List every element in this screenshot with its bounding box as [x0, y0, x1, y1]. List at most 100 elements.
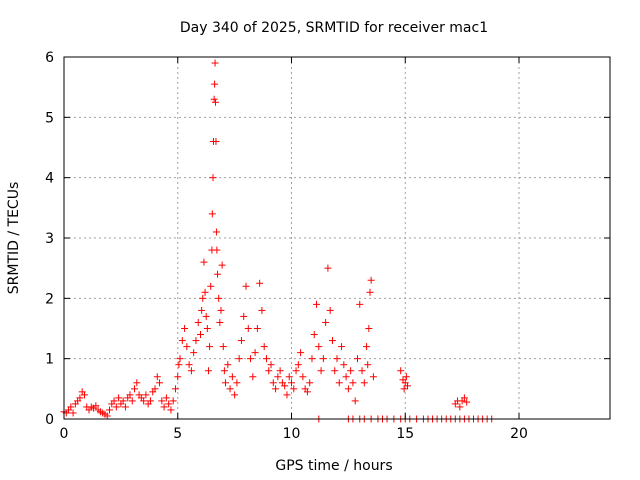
data-point — [67, 403, 75, 411]
data-point — [185, 361, 193, 369]
data-point — [222, 379, 230, 387]
data-point — [103, 412, 111, 420]
data-point — [233, 379, 241, 387]
data-point — [160, 403, 168, 411]
x-tick-label: 20 — [510, 426, 528, 442]
data-point — [274, 373, 282, 381]
data-point — [126, 391, 134, 399]
x-axis-label: GPS time / hours — [275, 458, 392, 474]
data-point — [240, 312, 248, 320]
data-point — [220, 367, 228, 375]
data-point — [262, 355, 270, 363]
data-point — [404, 382, 412, 390]
data-point — [76, 394, 84, 402]
data-point — [456, 403, 464, 411]
data-point — [313, 300, 321, 308]
y-tick-label: 1 — [45, 352, 54, 368]
data-point — [303, 388, 311, 396]
data-point — [212, 98, 220, 106]
y-tick-label: 2 — [45, 291, 54, 307]
data-point — [344, 385, 352, 393]
data-point — [226, 385, 234, 393]
data-point — [366, 288, 374, 296]
data-point — [297, 349, 305, 357]
data-point — [207, 282, 215, 290]
y-tick-label: 0 — [45, 412, 54, 428]
data-point — [171, 385, 179, 393]
data-point — [365, 325, 373, 332]
data-point — [242, 282, 250, 290]
data-point — [190, 349, 198, 357]
data-point — [175, 361, 183, 369]
data-point — [335, 379, 343, 387]
data-point — [326, 306, 334, 314]
data-point — [199, 294, 207, 302]
data-point — [249, 373, 257, 381]
data-point — [112, 403, 120, 411]
data-point — [290, 385, 298, 393]
data-point — [294, 361, 302, 369]
data-point — [212, 137, 220, 145]
data-point — [328, 337, 336, 345]
data-point — [211, 80, 219, 88]
data-point — [203, 325, 211, 332]
data-point — [115, 394, 123, 402]
data-point — [128, 397, 136, 405]
x-tick-label: 0 — [60, 426, 69, 442]
data-point — [356, 300, 364, 308]
data-point — [360, 379, 368, 387]
data-point — [460, 394, 468, 402]
data-point — [219, 343, 227, 351]
data-point — [106, 406, 113, 414]
data-point — [153, 373, 161, 381]
data-point — [292, 367, 300, 375]
data-point — [363, 343, 371, 351]
data-point — [216, 318, 224, 326]
data-point — [181, 325, 189, 332]
data-point — [178, 337, 186, 345]
data-point — [338, 343, 346, 351]
y-axis-label: SRMTID / TECUs — [6, 182, 22, 295]
data-point — [244, 325, 252, 332]
data-point — [183, 343, 191, 351]
data-point — [322, 318, 330, 326]
data-point — [349, 379, 357, 387]
data-point — [140, 397, 148, 405]
data-point — [133, 379, 141, 387]
data-point — [258, 306, 266, 314]
data-points — [60, 59, 496, 423]
data-point — [174, 373, 182, 381]
data-point — [217, 306, 225, 314]
x-tick-label: 15 — [396, 426, 414, 442]
data-point — [342, 373, 350, 381]
data-point — [253, 325, 261, 332]
data-point — [156, 379, 164, 387]
data-point — [208, 210, 216, 218]
data-point — [285, 373, 293, 381]
data-point — [265, 367, 273, 375]
data-point — [209, 174, 217, 182]
data-point — [204, 367, 212, 375]
chart-title: Day 340 of 2025, SRMTID for receiver mac… — [180, 20, 488, 36]
data-point — [317, 367, 325, 375]
data-point — [288, 379, 295, 387]
data-point — [235, 355, 243, 363]
data-point — [194, 318, 202, 326]
data-point — [202, 312, 210, 320]
axis-ticks: 0 5 10 15 20 0 1 2 3 4 5 6 — [45, 50, 610, 442]
data-point — [151, 385, 159, 393]
data-point — [256, 279, 264, 287]
data-point — [299, 373, 307, 381]
data-point — [364, 361, 372, 369]
data-point — [224, 361, 232, 369]
data-point — [201, 288, 209, 296]
data-point — [165, 400, 173, 408]
data-point — [110, 397, 118, 405]
data-point — [197, 331, 204, 339]
data-point — [463, 398, 471, 406]
data-point — [69, 409, 77, 417]
data-point — [340, 361, 348, 369]
data-point — [212, 228, 220, 236]
data-point — [347, 367, 355, 375]
